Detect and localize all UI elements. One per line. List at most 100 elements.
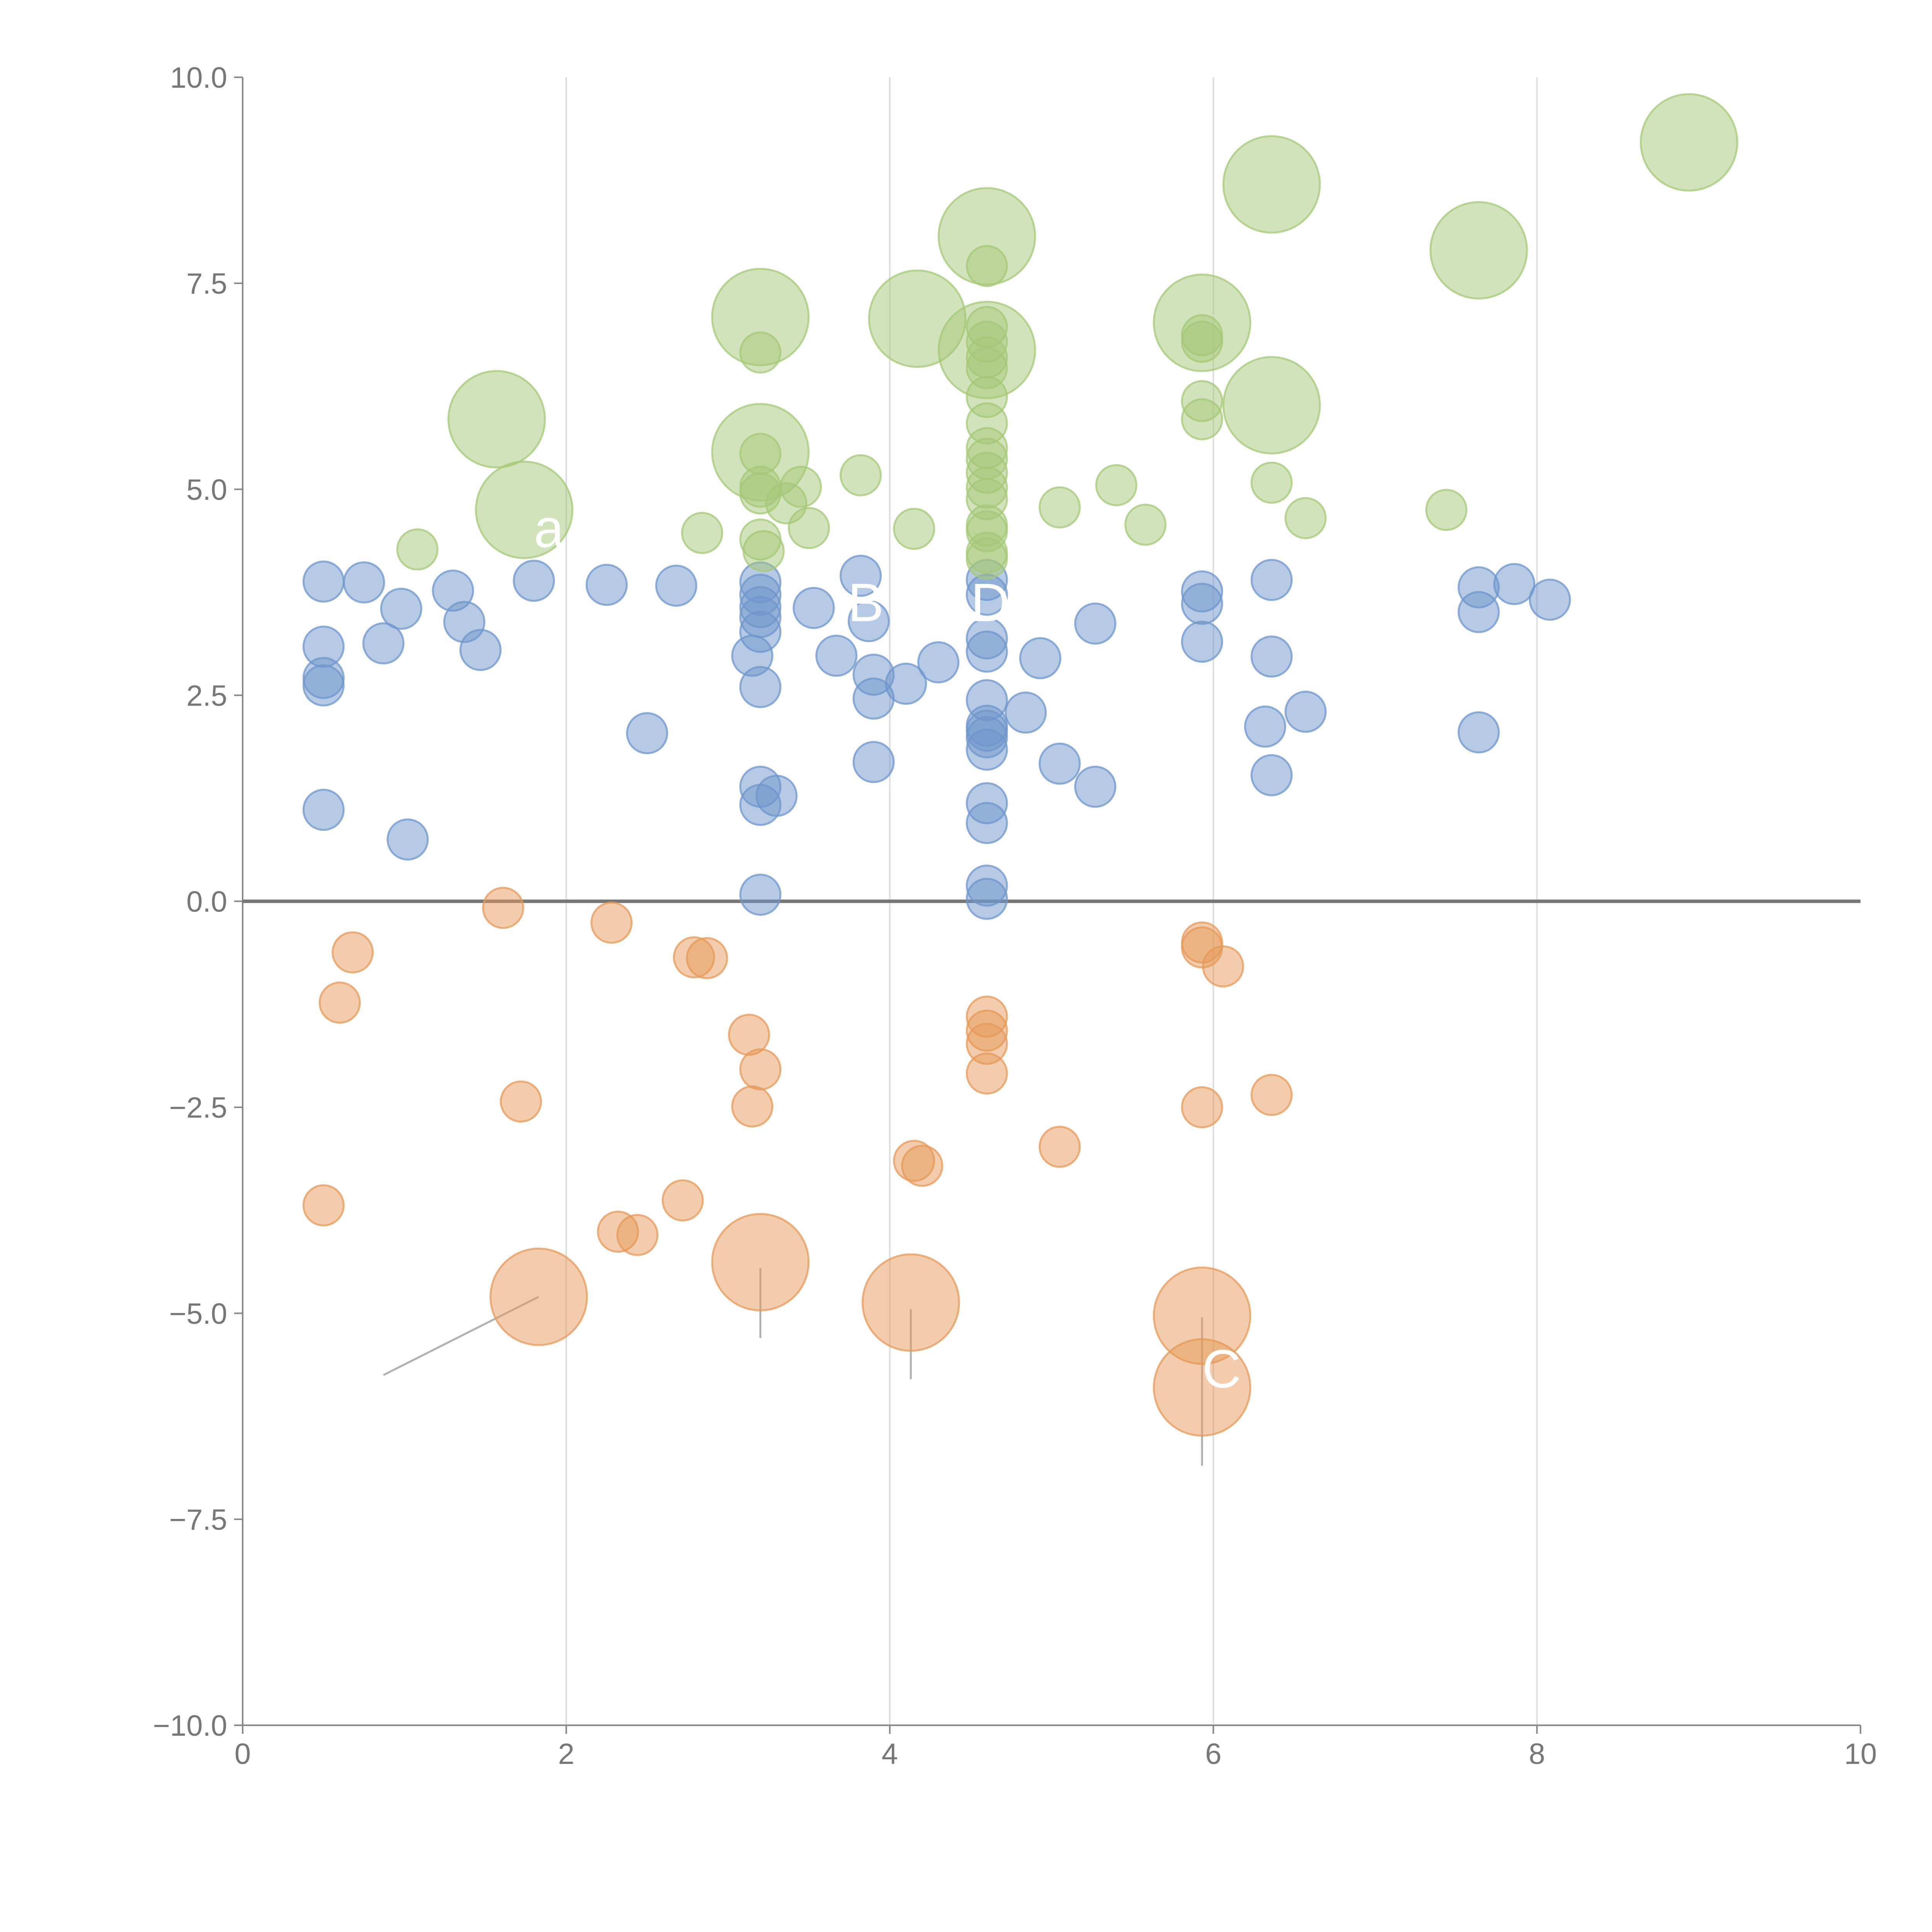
blue-point [655,565,697,607]
orange-point [302,1184,345,1226]
y-tick-label: 7.5 [186,267,227,300]
orange-point [966,1052,1008,1095]
green-point [1250,461,1293,504]
blue-point [343,561,385,604]
blue-point [1019,637,1061,679]
x-tick-label: 6 [1205,1738,1221,1770]
orange-point [861,1253,960,1352]
blue-point [847,600,890,642]
orange-point [332,931,374,974]
green-point [711,268,810,366]
green-point [839,454,882,497]
blue-point [1250,754,1293,796]
green-point [1153,274,1252,372]
blue-point [302,789,345,831]
green-point [1639,93,1738,192]
orange-point [686,937,728,980]
green-point [447,370,546,469]
green-point [475,461,573,559]
blue-point [302,560,345,603]
green-point [1095,464,1138,507]
green-point [937,301,1036,400]
orange-point [731,1085,774,1128]
y-tick-label: 10.0 [170,61,227,94]
green-point [1222,356,1321,455]
blue-point [380,587,422,630]
y-tick-label: 2.5 [186,679,227,712]
annotation-label: D [971,572,1010,633]
orange-point [318,981,361,1024]
blue-point [1250,635,1293,678]
green-point [1284,497,1327,539]
blue-point [1181,583,1223,625]
orange-point [711,1213,810,1311]
blue-point [626,712,668,754]
green-point [1181,398,1223,440]
x-tick-label: 8 [1529,1738,1545,1770]
blue-point [459,629,502,671]
blue-point [1493,563,1536,605]
blue-point [839,554,882,597]
orange-point [1202,945,1244,988]
blue-point [966,630,1008,673]
blue-point [386,818,429,861]
orange-point [482,887,524,929]
y-tick-label: 0.0 [186,886,227,918]
blue-point [1529,578,1571,621]
annotation-layer: a B D C [534,498,1241,1399]
leader-layer [383,133,1723,1466]
blue-point [1244,705,1286,748]
green-point [937,187,1036,286]
blue-point [302,664,345,707]
green-point [681,512,723,554]
orange-point [500,1080,542,1123]
blue-point [1074,602,1117,645]
orange-point [1250,1074,1293,1116]
blue-point [1181,621,1223,663]
orange-point [590,901,633,944]
green-point [966,537,1008,580]
orange-point [616,1214,659,1256]
green-point [1124,503,1167,546]
blue-point [885,663,927,705]
blue-point [1458,591,1500,633]
annotation-label: C [1202,1338,1241,1399]
y-tick-label: −10.0 [153,1709,227,1742]
blue-point [739,873,782,916]
blue-point [793,587,835,629]
blue-point [966,802,1008,844]
blue-point [1284,690,1327,733]
x-tick-label: 0 [235,1738,251,1770]
blue-point [755,775,798,817]
blue-point [1458,711,1500,753]
orange-point [489,1247,588,1346]
blue-point [585,564,628,606]
blue-point [1074,765,1117,808]
x-tick-label: 4 [882,1738,898,1770]
green-point [1429,201,1528,300]
annotation-label: B [848,572,884,633]
green-point [893,508,935,550]
blue-point [513,560,555,602]
green-point [1038,486,1081,529]
blue-point [362,622,405,665]
green-point [787,507,830,549]
green-point [396,528,439,571]
y-tick-label: −2.5 [169,1092,227,1124]
blue-point [1038,742,1081,785]
blue-point [852,741,895,783]
y-tick-label: −5.0 [169,1298,227,1330]
x-tick-label: 2 [558,1738,574,1770]
blue-point [966,728,1008,771]
blue-point [1250,559,1293,601]
y-tick-label: 5.0 [186,473,227,506]
blue-point [1005,691,1047,734]
points-layer [302,93,1738,1437]
y-tick-label: −7.5 [169,1503,227,1536]
x-tick-label: 10 [1844,1738,1877,1770]
orange-point [739,1048,782,1091]
orange-point [662,1179,704,1222]
blue-point [917,641,959,684]
